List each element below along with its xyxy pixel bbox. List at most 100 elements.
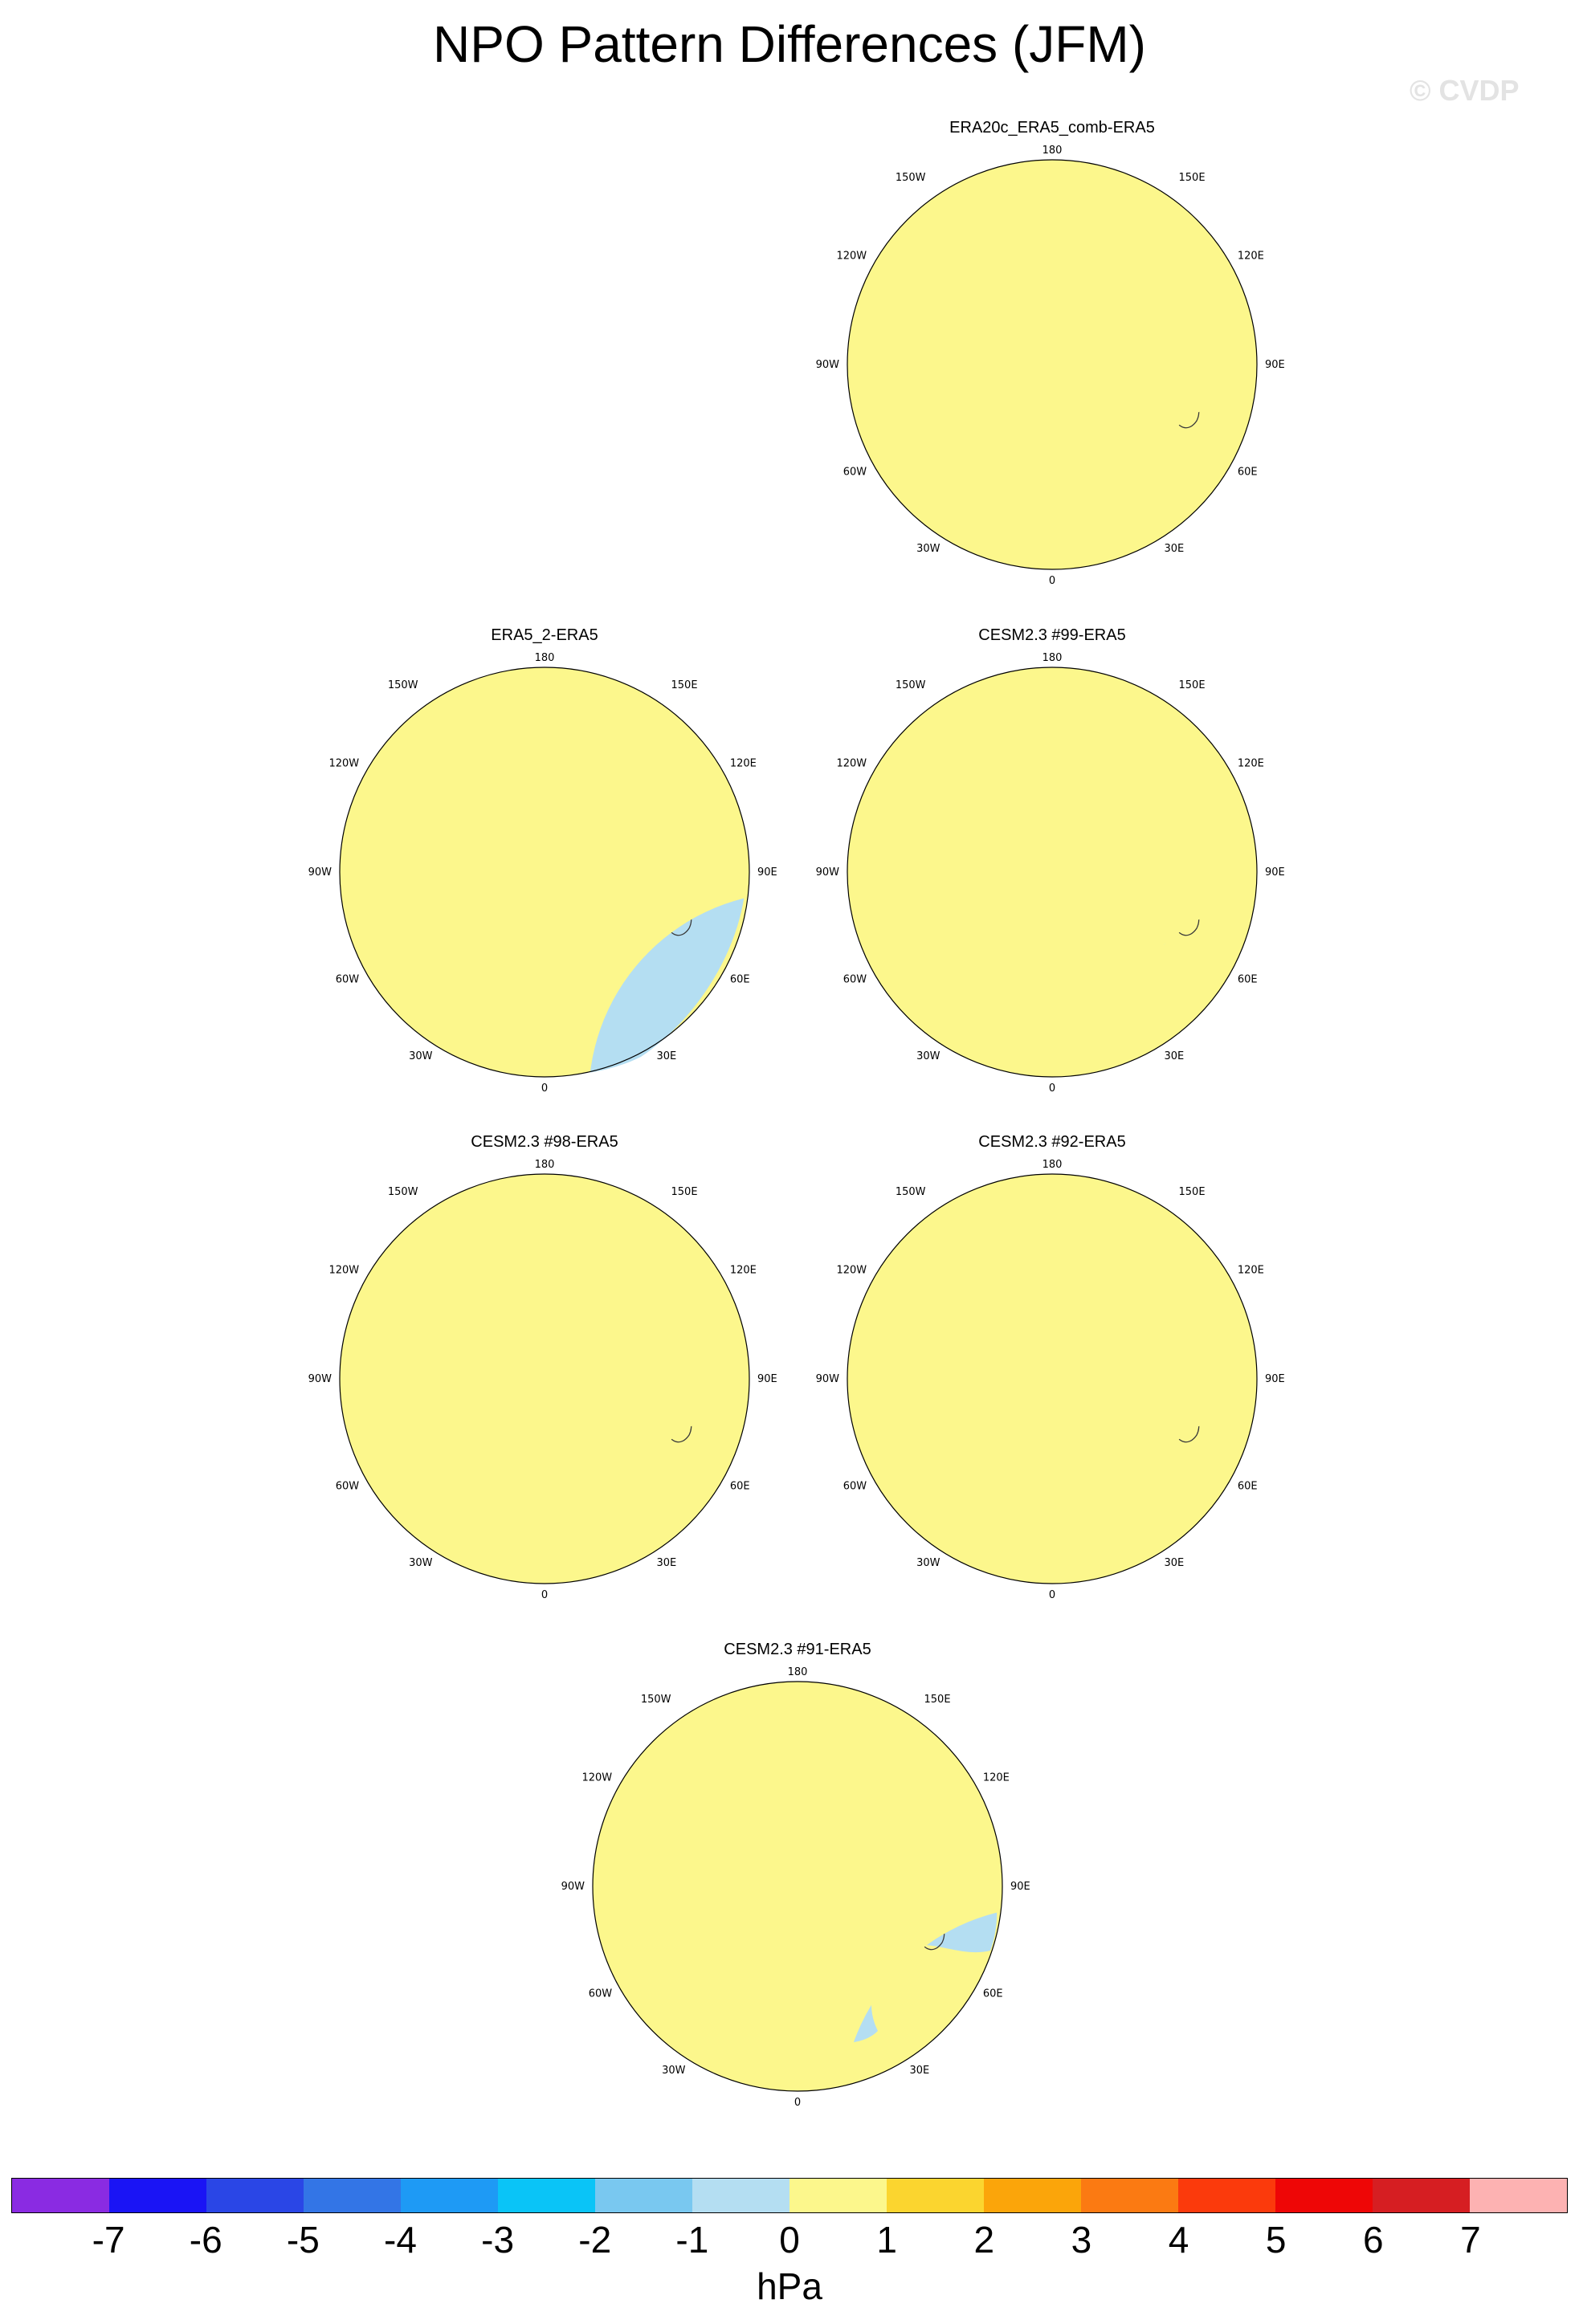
longitude-label: 120W xyxy=(328,758,359,770)
longitude-label: 150E xyxy=(671,679,698,691)
map-background xyxy=(847,1174,1257,1584)
map-background xyxy=(340,1174,749,1584)
longitude-label: 0 xyxy=(1049,575,1055,587)
colorbar-box xyxy=(595,2179,692,2212)
longitude-label: 120E xyxy=(1238,251,1264,263)
longitude-label: 150W xyxy=(641,1694,671,1706)
colorbar-tick-label: 3 xyxy=(1071,2219,1092,2261)
map-background xyxy=(847,667,1257,1077)
longitude-label: 150W xyxy=(896,679,926,691)
longitude-label: 0 xyxy=(541,1082,548,1095)
longitude-label: 90E xyxy=(1010,1881,1030,1893)
longitude-label: 120E xyxy=(730,1265,757,1277)
panel-title: CESM2.3 #91-ERA5 xyxy=(724,1641,871,1658)
colorbar-box xyxy=(1373,2179,1470,2212)
longitude-label: 90W xyxy=(816,1373,840,1385)
colorbar-labels: -7 -6 -5 -4 -3 -2 -1 0 1 2 3 4 5 6 7 xyxy=(0,2218,1579,2266)
longitude-label: 30W xyxy=(409,1050,433,1062)
panel-cesm-98: CESM2.3 #98-ERA5 180 150E 120E 90E 60E 30E 0 30… xyxy=(296,1133,794,1623)
polar-map: 180 150E 120E 90E 60E 30E 0 30W 60W 90W 120W 150W xyxy=(816,652,1285,1095)
contour-fills xyxy=(589,892,746,1076)
longitude-label: 150W xyxy=(896,172,926,184)
figure-title: NPO Pattern Differences (JFM) xyxy=(433,15,1146,73)
colorbar-box xyxy=(206,2179,304,2212)
longitude-label: 90E xyxy=(1265,359,1285,371)
map-border xyxy=(847,159,1258,570)
colorbar-tick-label: -5 xyxy=(286,2219,320,2261)
longitude-label: 180 xyxy=(535,652,555,664)
longitude-label: 90E xyxy=(757,866,777,879)
longitude-label: 150E xyxy=(671,1186,698,1198)
colorbar-tick-label: -7 xyxy=(92,2219,125,2261)
longitude-label: 60E xyxy=(983,1988,1003,2000)
longitude-label: 150W xyxy=(388,1186,418,1198)
longitude-label: 60E xyxy=(1238,467,1258,479)
longitude-label: 180 xyxy=(1042,145,1063,157)
longitude-label: 120W xyxy=(581,1772,612,1784)
panel-cesm-91: CESM2.3 #91-ERA5 180 150E 120E 90E 60E 30E 0 30… xyxy=(549,1641,1047,2130)
polar-map: 180 150E 120E 90E 60E 30E 0 30W 60W 90W 120W 150W xyxy=(561,1666,1030,2109)
longitude-label: 30E xyxy=(657,1557,677,1569)
longitude-label: 90W xyxy=(308,1373,333,1385)
panel-cesm-99: CESM2.3 #99-ERA5 180 150E 120E 90E 60E 30E 0 30… xyxy=(803,626,1301,1116)
longitude-label: 150E xyxy=(1179,172,1206,184)
colorbar-box xyxy=(401,2179,498,2212)
polar-map: 180 150E 120E 90E 60E 30E 0 30W 60W 90W 120W 150W xyxy=(308,1159,777,1601)
map-border xyxy=(339,667,750,1078)
panel-title: ERA5_2-ERA5 xyxy=(491,626,598,644)
longitude-label: 120W xyxy=(328,1265,359,1277)
colorbar-tick-label: 6 xyxy=(1362,2219,1384,2261)
longitude-label: 0 xyxy=(1049,1082,1055,1095)
longitude-label: 150W xyxy=(388,679,418,691)
longitude-label: 0 xyxy=(1049,1589,1055,1601)
map-border xyxy=(592,1681,1003,2092)
longitude-label: 30E xyxy=(657,1050,677,1062)
map-background xyxy=(593,1682,1002,2091)
panel-title: CESM2.3 #92-ERA5 xyxy=(978,1133,1126,1151)
colorbar-box xyxy=(12,2179,109,2212)
longitude-label: 180 xyxy=(1042,1159,1063,1171)
longitude-label: 90W xyxy=(308,866,333,879)
longitude-label: 30W xyxy=(409,1557,433,1569)
colorbar-tick-label: -6 xyxy=(189,2219,222,2261)
panel-era20c-era5-comb: ERA20c_ERA5_comb-ERA5 180 150E 120E 90E 60E 3… xyxy=(803,119,1301,609)
colorbar-box xyxy=(692,2179,790,2212)
colorbar-tick-label: 5 xyxy=(1265,2219,1287,2261)
panel-title: ERA20c_ERA5_comb-ERA5 xyxy=(949,119,1155,137)
watermark: © CVDP xyxy=(1410,74,1520,107)
colorbar-box xyxy=(109,2179,206,2212)
colorbar-box xyxy=(1470,2179,1567,2212)
map-border xyxy=(847,667,1258,1078)
colorbar-tick-label: -2 xyxy=(578,2219,612,2261)
longitude-label: 0 xyxy=(541,1589,548,1601)
longitude-label: 30E xyxy=(1165,543,1185,555)
colorbar-box xyxy=(887,2179,984,2212)
longitude-label: 90E xyxy=(757,1373,777,1385)
longitude-label: 30W xyxy=(916,543,940,555)
colorbar-box xyxy=(498,2179,595,2212)
colorbar-box xyxy=(304,2179,401,2212)
longitude-label: 90E xyxy=(1265,1373,1285,1385)
map-border xyxy=(339,1173,750,1584)
colorbar-tick-label: 4 xyxy=(1168,2219,1189,2261)
longitude-label: 150E xyxy=(1179,1186,1206,1198)
colorbar-tick-label: 7 xyxy=(1460,2219,1481,2261)
panel-title: CESM2.3 #98-ERA5 xyxy=(471,1133,618,1151)
longitude-label: 90W xyxy=(561,1881,585,1893)
longitude-label: 120W xyxy=(836,758,867,770)
longitude-label: 30E xyxy=(910,2065,930,2077)
panel-era5-2: ERA5_2-ERA5 180 150E 120E 90E 60E 30E 0 30W 60W 9… xyxy=(296,626,794,1116)
longitude-label: 120W xyxy=(836,251,867,263)
colorbar xyxy=(11,2178,1568,2213)
longitude-label: 30W xyxy=(662,2065,686,2077)
contour-region xyxy=(589,892,746,1076)
longitude-label: 120E xyxy=(983,1772,1010,1784)
colorbar-box xyxy=(1275,2179,1373,2212)
polar-map: 180 150E 120E 90E 60E 30E 0 30W 60W 90W 120W 150W xyxy=(816,1159,1285,1601)
longitude-label: 120W xyxy=(836,1265,867,1277)
longitude-label: 0 xyxy=(794,2097,801,2109)
panel-title: CESM2.3 #99-ERA5 xyxy=(978,626,1126,644)
map-background xyxy=(340,667,749,1077)
longitude-label: 60W xyxy=(589,1988,613,2000)
longitude-label: 150W xyxy=(896,1186,926,1198)
